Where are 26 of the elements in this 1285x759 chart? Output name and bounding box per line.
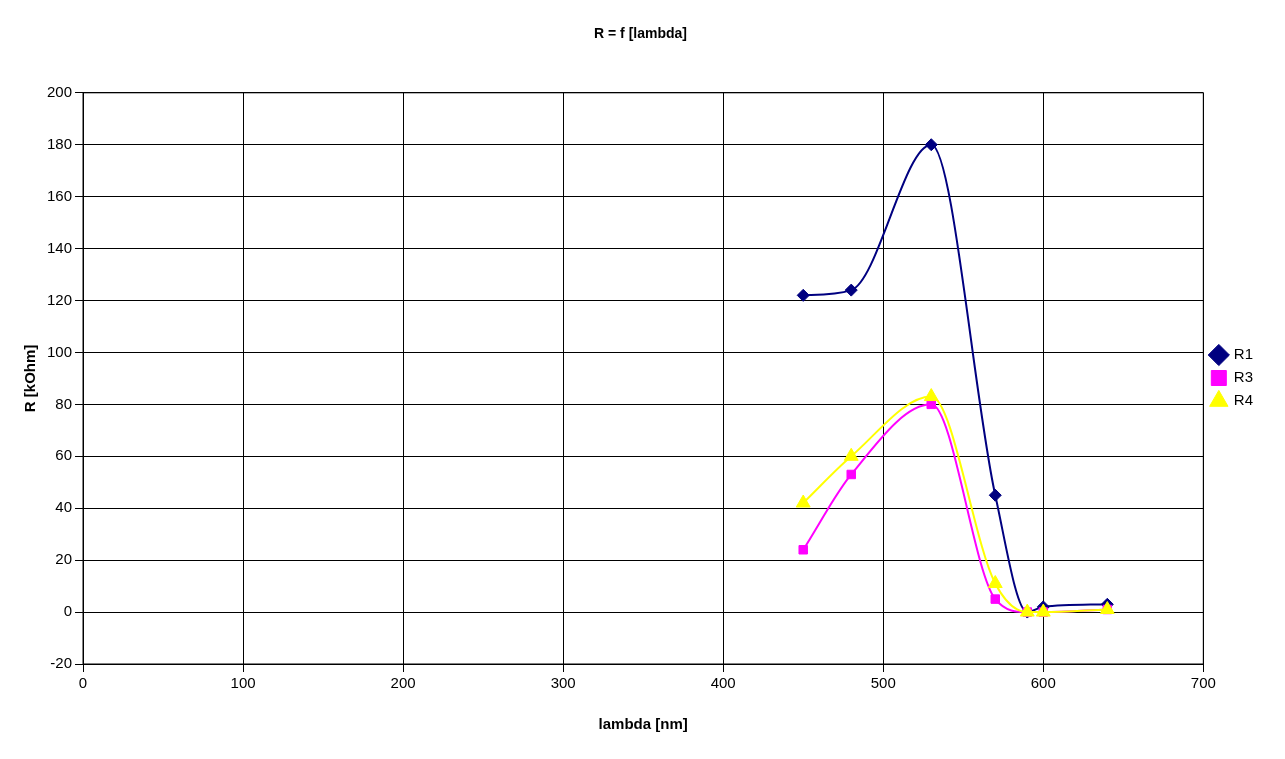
y-tick-label: 0: [63, 602, 73, 620]
y-tick-label: 80: [55, 394, 73, 412]
x-tick-label: 200: [390, 674, 416, 692]
x-tick-label: 400: [710, 674, 736, 692]
y-tick-label: 20: [55, 550, 73, 568]
x-tick-label: 500: [870, 674, 896, 692]
y-tick-label: 140: [47, 238, 73, 256]
x-tick-label: 300: [550, 674, 576, 692]
y-tick-label: 200: [47, 82, 73, 100]
x-axis-title: lambda [nm]: [598, 715, 688, 733]
y-axis-title: R [kOhm]: [21, 344, 39, 413]
x-tick-label: 700: [1190, 674, 1216, 692]
y-tick-label: 160: [47, 186, 73, 204]
legend-label: R1: [1233, 345, 1254, 363]
x-tick-label: 0: [78, 674, 88, 692]
legend-label: R3: [1233, 368, 1254, 386]
y-tick-label: 180: [47, 134, 73, 152]
y-tick-label: 60: [55, 446, 73, 464]
x-tick-label: 100: [230, 674, 256, 692]
y-tick-label: 100: [47, 342, 73, 360]
y-tick-label: 40: [55, 498, 73, 516]
y-tick-label: 120: [47, 290, 73, 308]
legend-label: R4: [1233, 391, 1254, 409]
x-tick-label: 600: [1030, 674, 1056, 692]
y-tick-label: -20: [50, 654, 73, 672]
chart-title: R = f [lambda]: [594, 25, 687, 42]
